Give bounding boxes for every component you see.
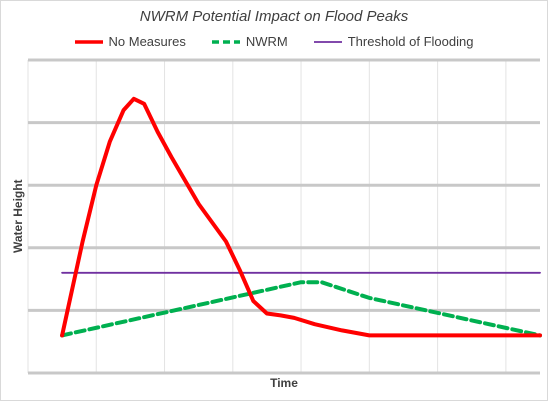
legend-swatch-nwrm [211,39,240,44]
series-line-no-measures [60,96,542,338]
y-axis-label: Water Height [11,179,25,253]
x-axis-label: Time [270,376,298,390]
series-line-nwrm [60,280,542,338]
chart-title: NWRM Potential Impact on Flood Peaks [139,8,409,25]
legend-swatch-no-measures [74,39,103,44]
legend-item-threshold: Threshold of Flooding [313,34,474,49]
legend-swatch-threshold [313,40,342,43]
legend: No Measures NWRM Threshold of Flooding [0,34,548,49]
legend-label-no-measures: No Measures [108,34,186,49]
legend-label-threshold: Threshold of Flooding [347,34,474,49]
legend-label-nwrm: NWRM [245,34,288,49]
legend-item-nwrm: NWRM [211,34,288,49]
legend-item-no-measures: No Measures [74,34,186,49]
